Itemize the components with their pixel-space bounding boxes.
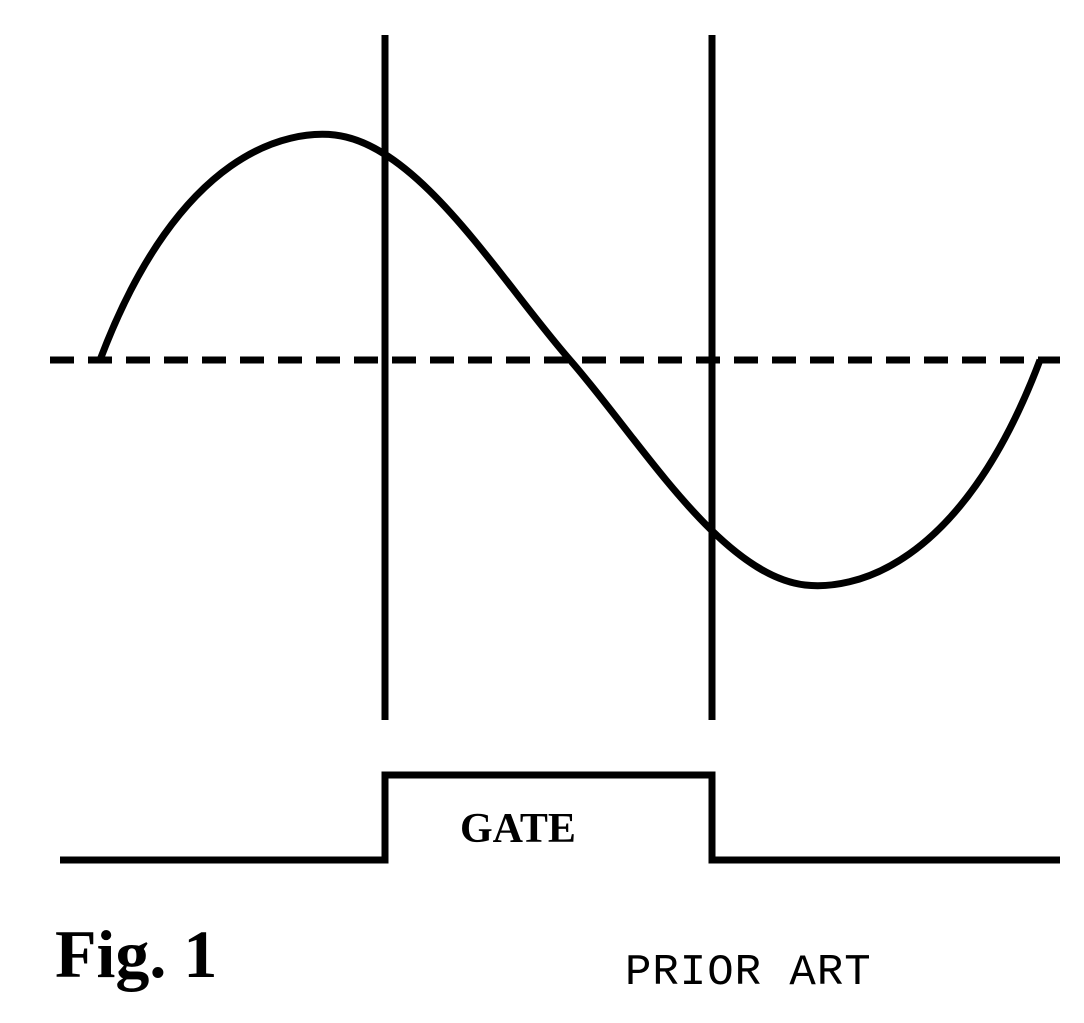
prior-art-label: PRIOR ART: [625, 948, 872, 998]
diagram-svg: [0, 0, 1084, 1023]
figure-number-label: Fig. 1: [55, 915, 217, 994]
figure-container: GATE Fig. 1 PRIOR ART: [0, 0, 1084, 1023]
gate-label: GATE: [460, 805, 576, 853]
